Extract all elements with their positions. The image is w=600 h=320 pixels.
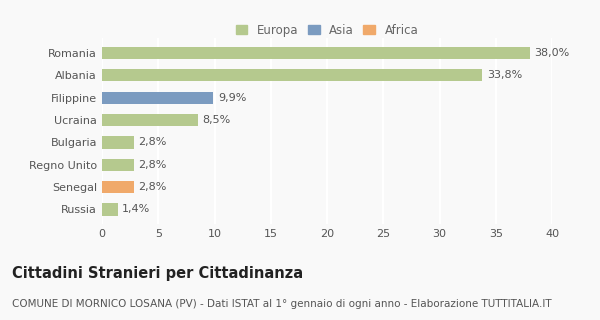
Bar [102,114,197,126]
Bar [102,69,482,82]
Text: COMUNE DI MORNICO LOSANA (PV) - Dati ISTAT al 1° gennaio di ogni anno - Elaboraz: COMUNE DI MORNICO LOSANA (PV) - Dati IST… [12,299,551,309]
Text: 1,4%: 1,4% [122,204,151,214]
Bar [102,159,133,171]
Bar [102,136,133,148]
Text: 33,8%: 33,8% [487,70,522,80]
Text: 2,8%: 2,8% [138,160,166,170]
Bar [102,203,118,216]
Legend: Europa, Asia, Africa: Europa, Asia, Africa [232,20,422,40]
Text: 2,8%: 2,8% [138,137,166,148]
Text: 8,5%: 8,5% [202,115,230,125]
Bar [102,47,530,59]
Text: 38,0%: 38,0% [534,48,569,58]
Bar [102,181,133,193]
Text: Cittadini Stranieri per Cittadinanza: Cittadini Stranieri per Cittadinanza [12,266,303,281]
Bar [102,92,214,104]
Text: 2,8%: 2,8% [138,182,166,192]
Text: 9,9%: 9,9% [218,93,246,103]
